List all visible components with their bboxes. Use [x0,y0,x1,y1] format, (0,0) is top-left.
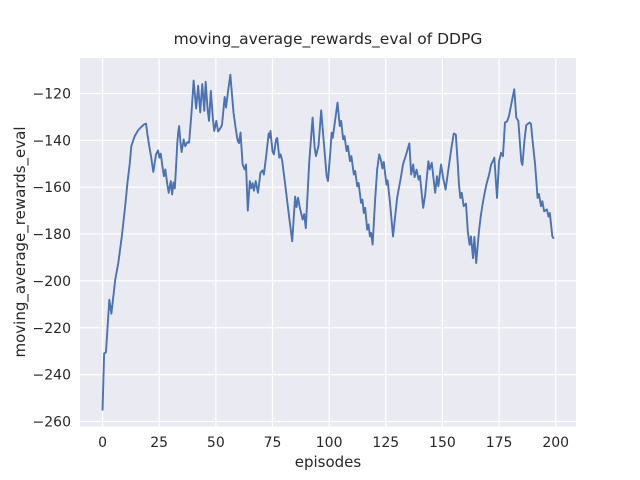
x-tick-label-8: 200 [542,435,569,451]
series-line-0 [101,73,555,411]
y-tick-label-3: −180 [33,227,71,243]
chart-title: moving_average_rewards_eval of DDPG [174,30,483,49]
y-tick-label-1: −140 [33,133,71,149]
y-tick-label-4: −200 [33,274,71,290]
x-tick-label-4: 100 [316,435,343,451]
y-tick-label-0: −120 [33,86,71,102]
x-tick-label-7: 175 [486,435,513,451]
x-tick-label-3: 75 [264,435,282,451]
y-tick-label-7: −260 [33,414,71,430]
x-axis-label: episodes [295,453,362,471]
y-tick-label-2: −160 [33,180,71,196]
x-tick-label-6: 150 [429,435,456,451]
plot-area: 0 25 50 75 100 125 150 175 200 −120 −140 −160 −180 −2… [33,58,576,451]
x-tick-label-5: 125 [372,435,399,451]
x-tick-label-1: 25 [150,435,168,451]
y-axis-label: moving_average_rewards_eval [11,127,30,358]
plot-background [80,58,576,427]
y-tick-label-6: −240 [33,368,71,384]
x-tick-label-2: 50 [207,435,225,451]
y-tick-label-5: −220 [33,321,71,337]
x-tick-label-0: 0 [98,435,107,451]
